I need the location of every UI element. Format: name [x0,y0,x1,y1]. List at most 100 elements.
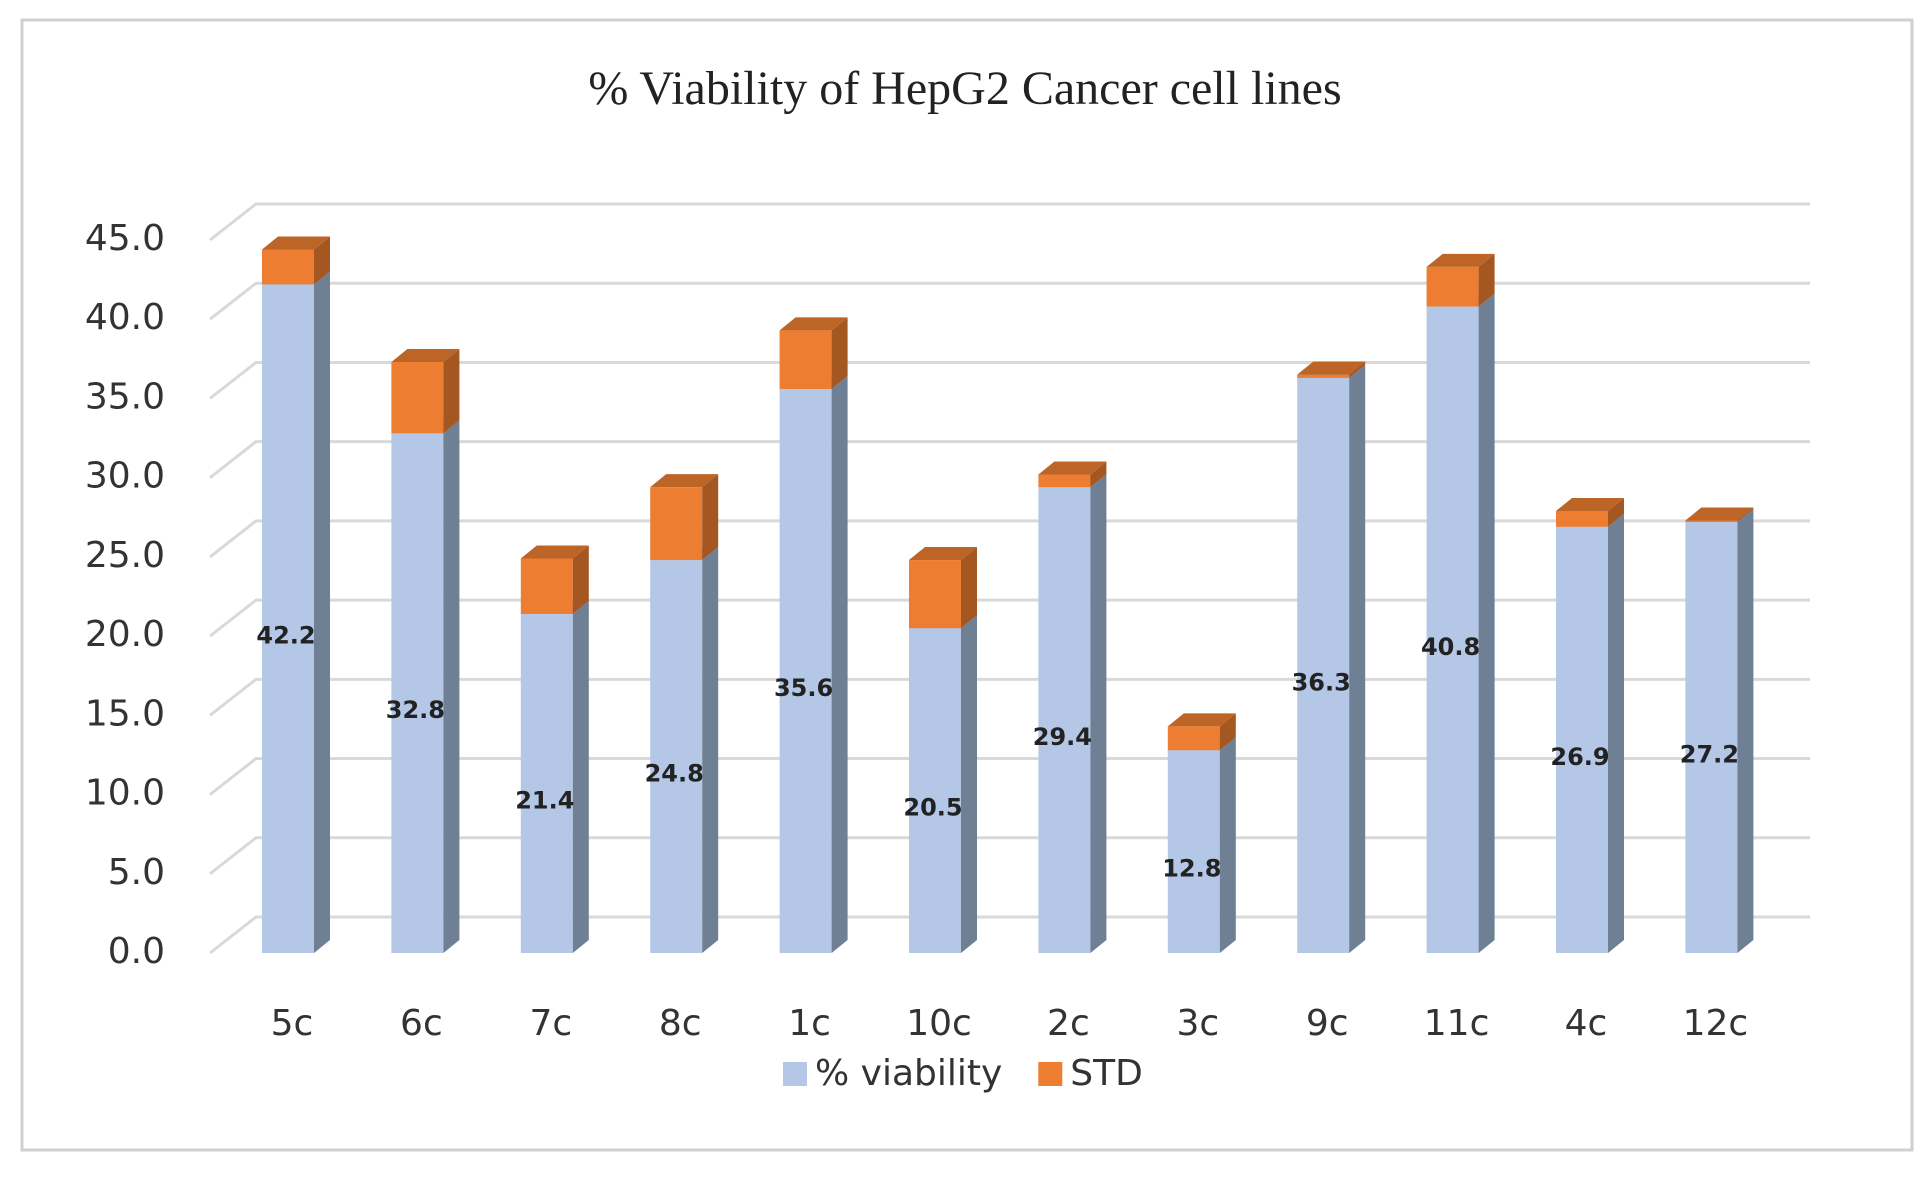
bar-side [314,236,330,285]
grid-line [209,598,1810,638]
grid-line [209,757,1810,796]
bar-front [909,560,961,629]
bar-front [1038,487,1091,953]
bar-top [650,474,719,488]
grid-line [209,440,1810,479]
value-label: 20.5 [903,794,962,822]
y-tick-label: 20.0 [85,614,165,655]
legend-swatch [783,1062,807,1086]
grid-line [209,677,1810,717]
bar [262,236,330,285]
bar-top [1556,497,1624,511]
y-tick-label: 25.0 [85,535,165,576]
bar [909,547,977,629]
bar-top [1038,461,1107,475]
x-tick-label: 10c [906,1003,972,1044]
bar-side [1349,361,1366,378]
grid-line [209,281,1810,321]
grid-line [209,360,1810,400]
bar [779,375,848,954]
bar-side [1737,507,1754,523]
bar [391,349,460,434]
bar-side [1090,474,1107,953]
y-tick-label: 5.0 [108,852,165,893]
bar-side [702,547,719,953]
bar [1297,361,1366,378]
x-tick-label: 6c [400,1003,443,1044]
value-label: 42.2 [256,622,315,650]
bar-front [1426,306,1479,954]
bar-front [650,487,703,561]
bar-front [520,558,573,614]
bar-front [1556,510,1608,527]
legend-label: % viability [815,1053,1002,1094]
legend-swatch [1038,1062,1063,1086]
bar-front [262,249,314,285]
value-label: 24.8 [645,760,704,788]
bar [909,615,977,953]
bar-front [391,362,444,434]
bar-front [1297,374,1350,378]
y-tick-label: 45.0 [85,218,165,259]
value-label: 12.8 [1162,855,1221,883]
bar-side [1478,253,1495,307]
bar-top [1297,361,1366,375]
bar-side [1478,293,1495,954]
bar [779,317,848,389]
bar-front [909,628,961,953]
x-tick-label: 8c [659,1003,702,1044]
bar-top [1685,507,1754,521]
bar-top [779,317,848,331]
bar [1038,474,1107,953]
value-label: 26.9 [1550,743,1609,771]
y-tick-label: 10.0 [85,773,165,814]
x-tick-label: 11c [1424,1003,1490,1044]
bar-side [1737,509,1754,953]
bar-front [391,433,444,953]
bar-side [443,349,460,434]
bar [391,420,460,953]
bar-top [262,236,330,250]
bar [650,547,719,953]
bar [520,600,589,953]
bar-side [961,615,977,953]
bar-side [1349,364,1366,953]
bar [262,271,330,953]
y-tick-label: 15.0 [85,693,165,734]
grid-line [209,202,1810,242]
x-tick-label: 2c [1047,1003,1090,1044]
bar-top [520,545,589,559]
legend-label: STD [1070,1053,1143,1094]
bar-front [1167,726,1220,751]
bar-side [1090,461,1107,488]
bar-front [1297,377,1350,953]
x-tick-label: 7c [529,1003,572,1044]
x-tick-label: 5c [271,1003,314,1044]
bar-front [779,330,832,389]
bar [1038,461,1107,488]
bar-front [1426,266,1479,307]
value-label: 32.8 [386,696,445,724]
chart-title: % Viability of HepG2 Cancer cell lines [588,62,1341,115]
bar-side [314,271,330,953]
bar [1426,293,1495,954]
bar-front [262,284,314,953]
bar-front [779,388,832,954]
bar-side [1608,513,1624,953]
bar-side [831,375,848,954]
bar-side [572,600,589,953]
y-tick-label: 0.0 [108,931,165,972]
bar-side [1608,497,1624,527]
x-tick-label: 4c [1565,1003,1608,1044]
bar-front [1167,750,1220,953]
bar-front [650,560,703,953]
bar-top [1167,713,1236,727]
value-label: 21.4 [515,786,574,814]
y-tick-label: 30.0 [85,456,165,497]
bar-top [1426,253,1495,267]
bar-front [520,613,573,953]
bar-side [831,317,848,389]
bar [1556,497,1624,527]
bar-top [909,547,977,561]
